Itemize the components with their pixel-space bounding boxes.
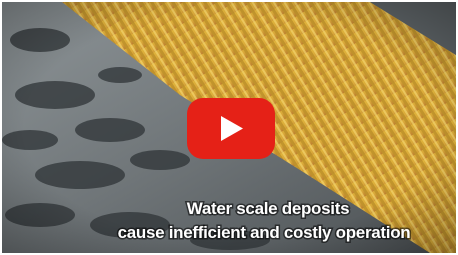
video-thumbnail[interactable]: Water scale deposits cause inefficient a… [0, 0, 458, 255]
caption-line: Water scale deposits [187, 199, 350, 218]
caption-line: cause inefficient and costly operation [118, 223, 411, 242]
play-button[interactable] [187, 98, 275, 159]
